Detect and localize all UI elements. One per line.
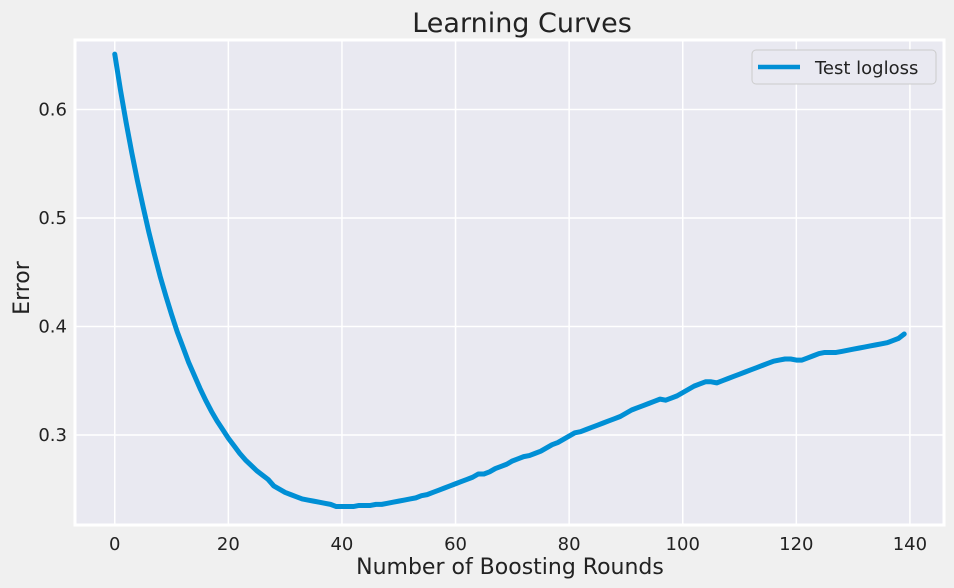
- series-line-test-logloss: [112, 51, 907, 510]
- legend-box: [751, 49, 937, 85]
- x-tick-label: 20: [217, 534, 240, 555]
- x-axis-label: Number of Boosting Rounds: [356, 555, 664, 580]
- y-tick-label: 0.3: [38, 425, 67, 446]
- x-tick-label: 80: [558, 534, 581, 555]
- x-tick-label: 100: [666, 534, 700, 555]
- x-tick-label: 140: [893, 534, 927, 555]
- y-tick-label: 0.6: [38, 99, 67, 120]
- series-layer: [112, 51, 907, 510]
- x-tick-label: 40: [330, 534, 353, 555]
- y-tick-label: 0.5: [38, 208, 67, 229]
- x-tick-label: 120: [779, 534, 813, 555]
- x-tick-label: 0: [109, 534, 120, 555]
- y-tick-labels: 0.3 0.4 0.5 0.6: [38, 99, 67, 446]
- x-gridlines: [114, 40, 911, 525]
- x-tick-labels: 0 20 40 60 80 100 120 140: [109, 534, 927, 555]
- legend-label-test-logloss: Test logloss: [814, 58, 918, 79]
- y-tick-label: 0.4: [38, 316, 67, 337]
- y-gridlines: [75, 108, 944, 436]
- y-axis-label: Error: [10, 260, 35, 315]
- plot-area: [73, 38, 946, 527]
- chart-title: Learning Curves: [412, 8, 632, 39]
- legend: Test logloss: [751, 49, 937, 85]
- x-tick-label: 60: [444, 534, 467, 555]
